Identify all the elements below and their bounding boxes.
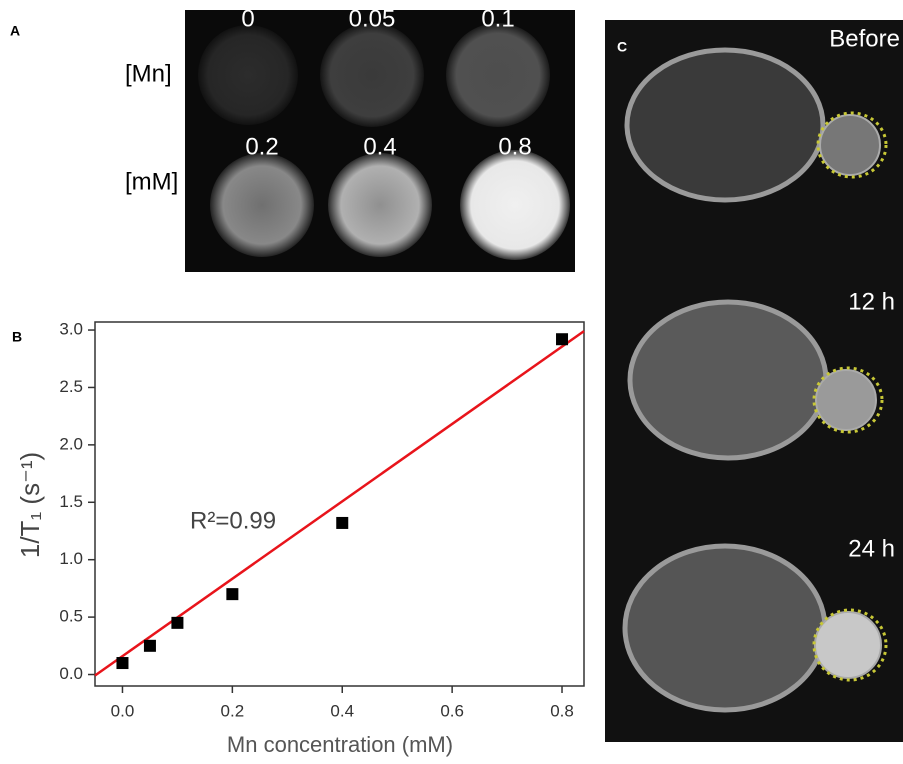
mouse-section xyxy=(627,50,823,200)
tumor xyxy=(820,115,880,175)
concentration-label: 0.05 xyxy=(349,5,396,32)
row-label: [mM] xyxy=(125,168,178,195)
phantom xyxy=(460,150,570,260)
y-tick-label: 1.5 xyxy=(59,492,83,511)
x-tick-label: 0.2 xyxy=(221,701,245,720)
y-tick-label: 0.0 xyxy=(59,664,83,683)
time-label: 24 h xyxy=(848,535,895,562)
concentration-label: 0.2 xyxy=(245,133,278,160)
phantom xyxy=(320,23,424,127)
concentration-label: 0 xyxy=(241,5,254,32)
x-tick-label: 0.0 xyxy=(111,701,135,720)
data-point xyxy=(556,333,568,345)
data-point xyxy=(226,588,238,600)
panel-label: A xyxy=(10,23,20,39)
y-tick-label: 0.5 xyxy=(59,607,83,626)
panel-c: C xyxy=(605,20,903,742)
time-label: Before xyxy=(829,25,900,52)
y-axis-label: 1/T₁ (s⁻¹) xyxy=(15,452,45,558)
panel-label: B xyxy=(12,329,22,345)
time-label: 12 h xyxy=(848,288,895,315)
concentration-label: 0.8 xyxy=(498,133,531,160)
tumor xyxy=(816,370,876,430)
panel-label: C xyxy=(617,39,627,55)
fit-line xyxy=(95,331,584,675)
data-point xyxy=(171,617,183,629)
y-tick-label: 2.0 xyxy=(59,434,83,453)
phantom xyxy=(210,153,314,257)
y-tick-label: 2.5 xyxy=(59,377,83,396)
data-point xyxy=(144,640,156,652)
phantom xyxy=(328,153,432,257)
concentration-label: 0.4 xyxy=(363,133,396,160)
panel-a: A [Mn] [mM] xyxy=(10,10,575,272)
mouse-section xyxy=(630,302,826,458)
x-tick-label: 0.6 xyxy=(440,701,464,720)
figure: A [Mn] [mM] C B Mn concentration (mM) 1/… xyxy=(0,0,903,764)
y-tick-label: 1.0 xyxy=(59,549,83,568)
panel-b: B Mn concentration (mM) 1/T₁ (s⁻¹) R²=0.… xyxy=(12,322,584,757)
mouse-section xyxy=(625,546,825,710)
y-tick-label: 3.0 xyxy=(59,320,83,339)
x-axis-label: Mn concentration (mM) xyxy=(227,732,453,757)
phantom xyxy=(198,25,298,125)
annotation: R²=0.99 xyxy=(190,507,276,534)
data-point xyxy=(336,517,348,529)
x-tick-label: 0.8 xyxy=(550,701,574,720)
data-point xyxy=(116,657,128,669)
phantom xyxy=(446,23,550,127)
concentration-label: 0.1 xyxy=(481,5,514,32)
row-label: [Mn] xyxy=(125,60,172,87)
x-tick-label: 0.4 xyxy=(330,701,354,720)
